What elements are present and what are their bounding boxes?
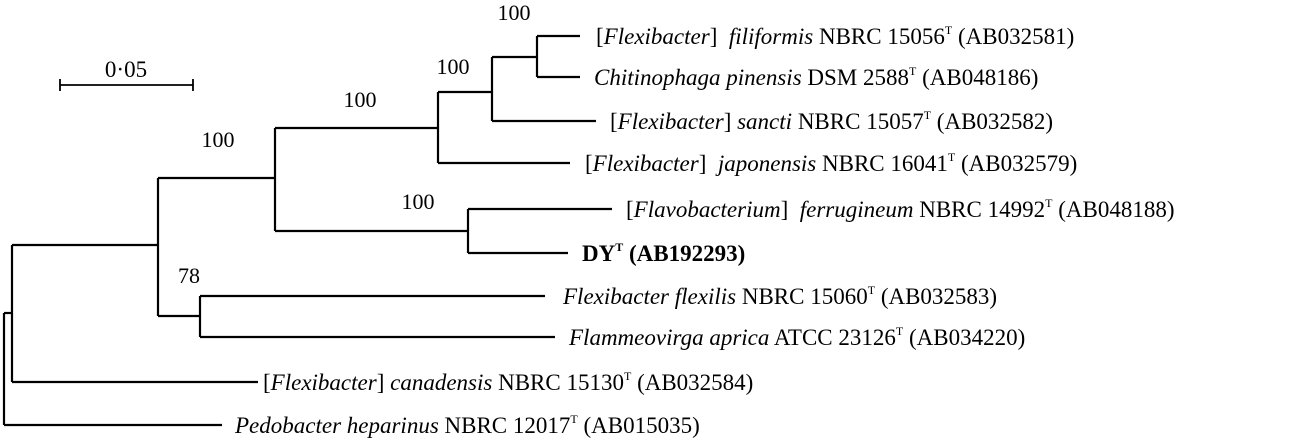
taxon-label-dy: DYT (AB192293) (582, 240, 745, 266)
bootstrap-label: 78 (178, 263, 200, 288)
taxon-label: [Flavobacterium] ferrugineum NBRC 14992T… (626, 196, 1174, 222)
taxon-label: [Flexibacter] filiformis NBRC 15056T (AB… (596, 23, 1074, 49)
taxon-label: [Flexibacter] canadensis NBRC 15130T (AB… (263, 369, 753, 395)
scale-bar: 0·05 (59, 57, 194, 91)
tree-branches (2, 34, 612, 427)
bootstrap-label: 100 (344, 87, 377, 112)
taxon-label: Flammeovirga aprica ATCC 23126T (AB03422… (568, 324, 1025, 350)
bootstrap-label: 100 (202, 127, 235, 152)
taxon-label: [Flexibacter] sancti NBRC 15057T (AB0325… (610, 108, 1053, 134)
bootstrap-values: 100 100 100 100 100 78 (178, 0, 531, 288)
taxon-label: Chitinophaga pinensis DSM 2588T (AB04818… (594, 64, 1038, 90)
bootstrap-label: 100 (437, 54, 470, 79)
taxon-label: [Flexibacter] japonensis NBRC 16041T (AB… (585, 150, 1077, 176)
taxon-labels: [Flexibacter] filiformis NBRC 15056T (AB… (234, 23, 1174, 438)
bootstrap-label: 100 (498, 0, 531, 25)
scale-bar-label: 0·05 (105, 57, 147, 82)
taxon-label: Pedobacter heparinus NBRC 12017T (AB0150… (234, 412, 700, 438)
taxon-label: Flexibacter flexilis NBRC 15060T (AB0325… (562, 283, 997, 309)
bootstrap-label: 100 (402, 189, 435, 214)
